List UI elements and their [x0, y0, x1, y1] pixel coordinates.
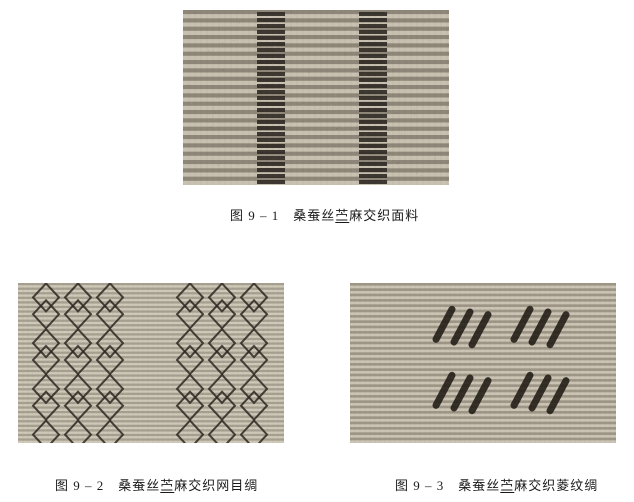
figure-9-1-image — [183, 10, 449, 185]
figure-9-1-caption: 图 9 – 1 桑蚕丝苎麻交织面料 — [230, 205, 419, 224]
caption-text: 图 9 – 3 桑蚕丝 — [395, 478, 500, 493]
caption-text: 麻交织菱纹绸 — [514, 478, 598, 493]
caption-text: 图 9 – 1 桑蚕丝 — [230, 208, 335, 223]
figure-9-2-caption: 图 9 – 2 桑蚕丝苎麻交织网目绸 — [55, 475, 258, 494]
page: 图 9 – 1 桑蚕丝苎麻交织面料 图 9 – 2 桑蚕丝苎麻交织网目绸 图 9… — [0, 0, 634, 502]
figure-9-3-image — [350, 283, 616, 443]
caption-text: 麻交织面料 — [349, 208, 419, 223]
caption-underlined: 苎 — [160, 478, 174, 493]
caption-underlined: 苎 — [335, 208, 349, 223]
caption-text: 麻交织网目绸 — [174, 478, 258, 493]
figure-9-3-caption: 图 9 – 3 桑蚕丝苎麻交织菱纹绸 — [395, 475, 598, 494]
caption-underlined: 苎 — [500, 478, 514, 493]
figure-9-2-image — [18, 283, 284, 443]
caption-text: 图 9 – 2 桑蚕丝 — [55, 478, 160, 493]
